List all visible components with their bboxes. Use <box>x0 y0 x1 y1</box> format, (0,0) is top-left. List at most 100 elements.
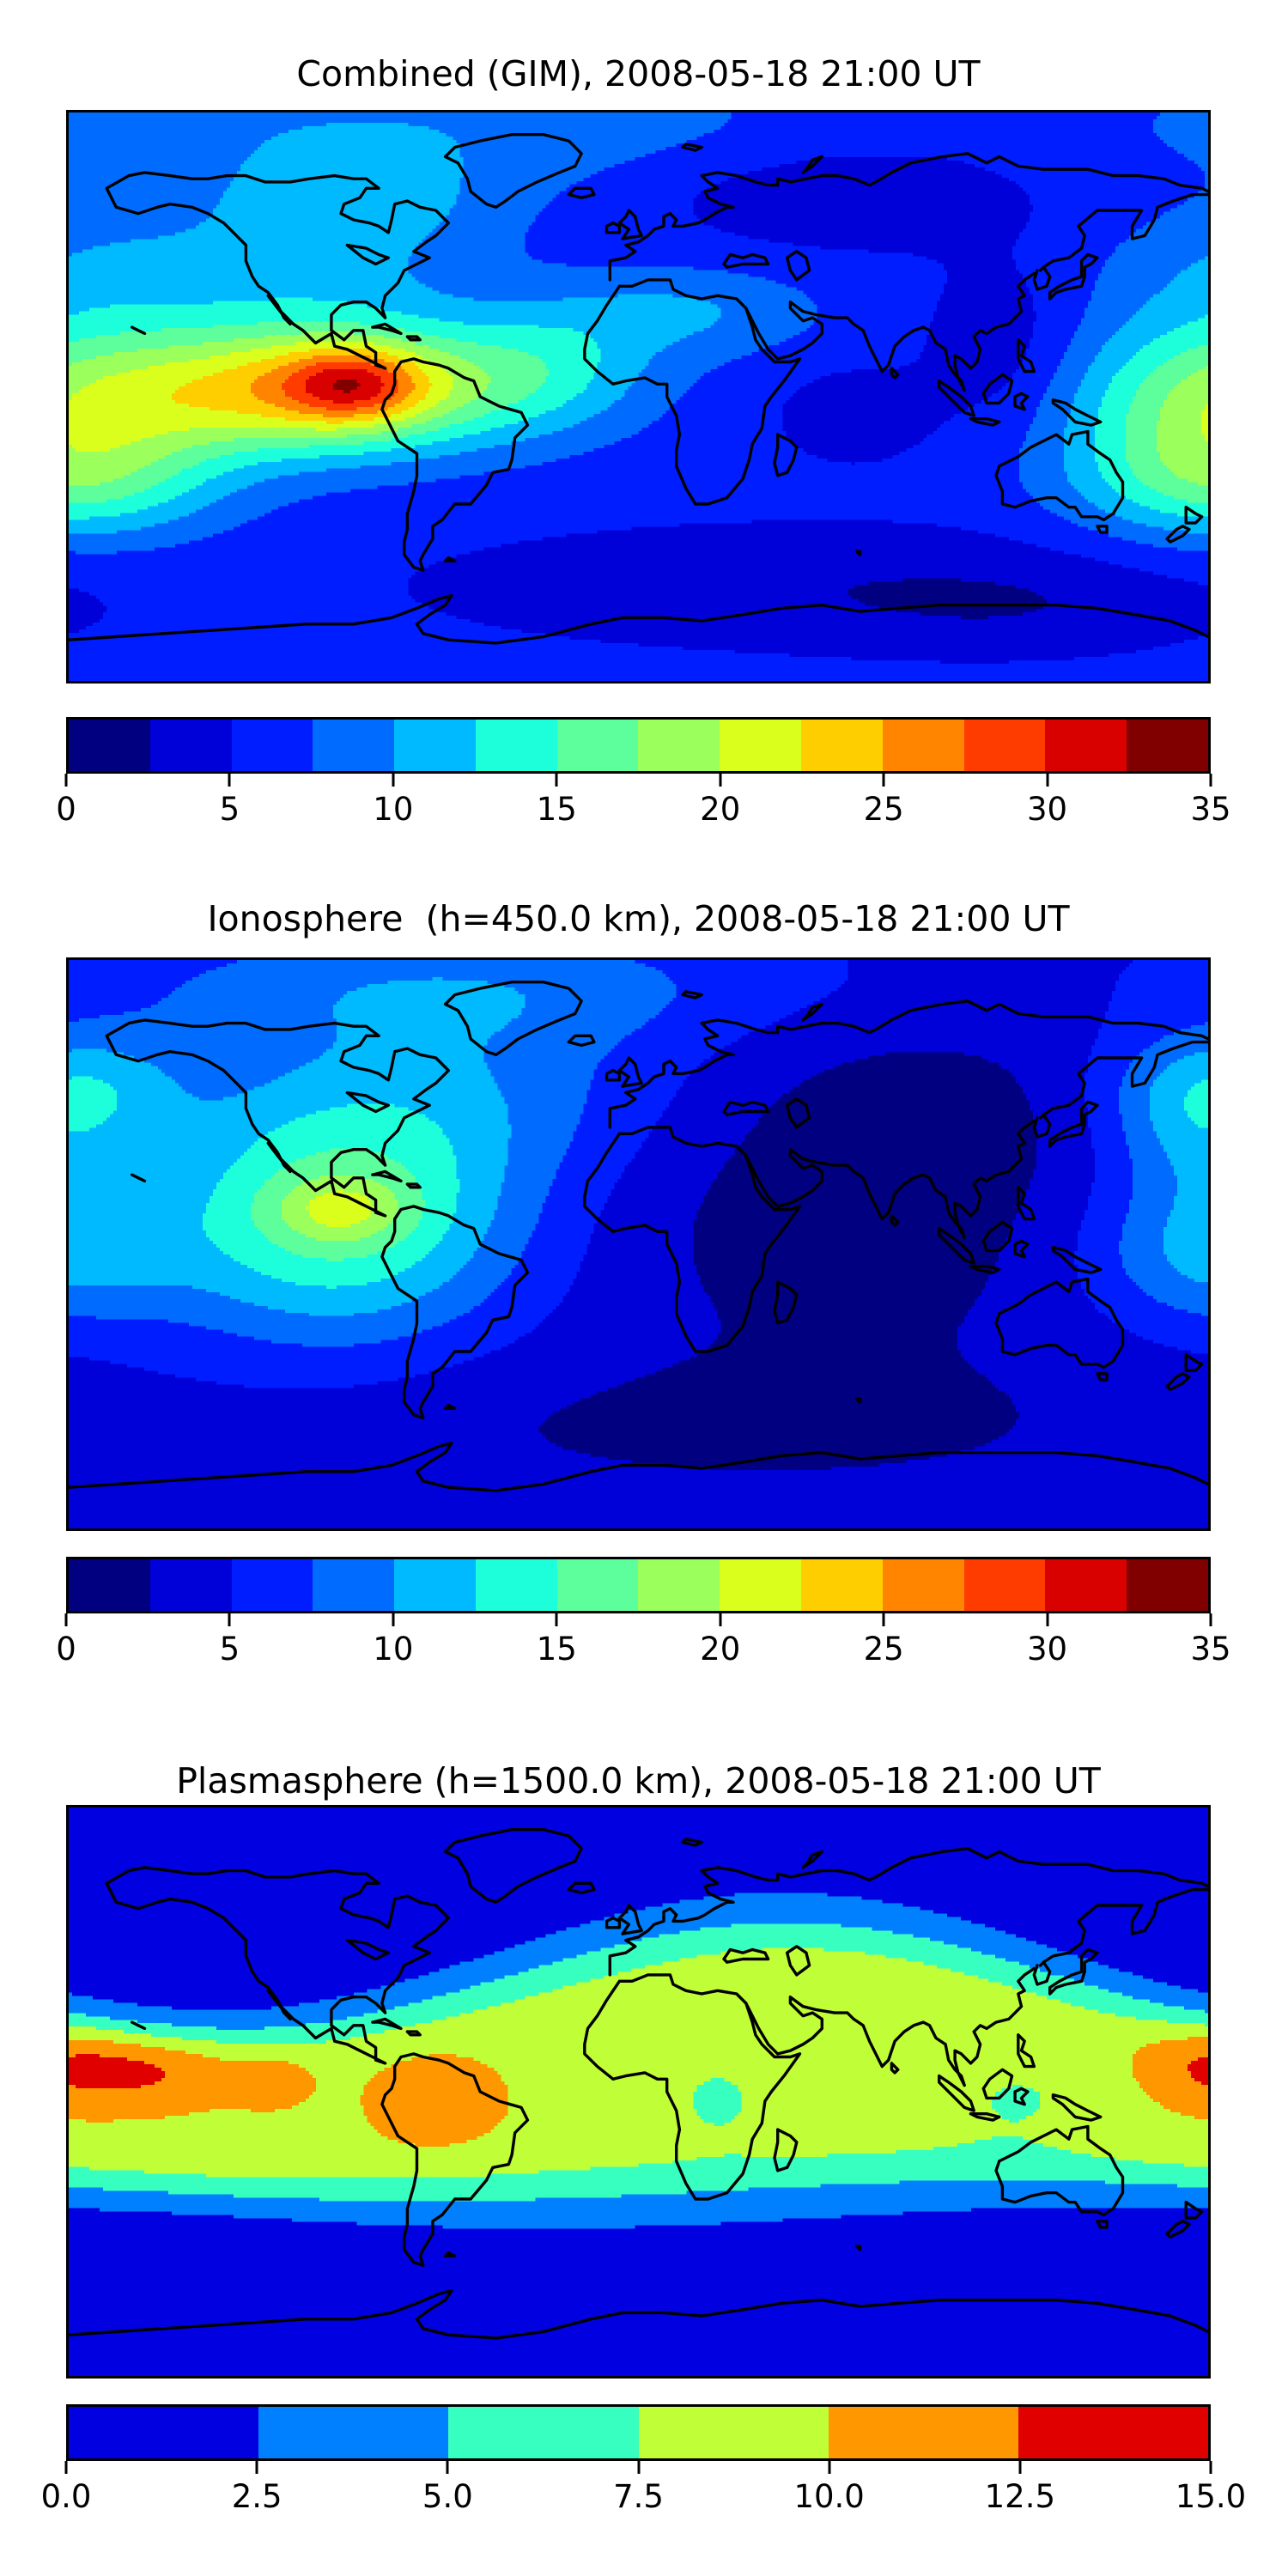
coastline-path <box>994 1277 1125 1370</box>
colorbar-segment <box>638 720 720 771</box>
coastline-path <box>786 1945 811 1977</box>
coastline-path <box>1017 2033 1036 2069</box>
panel-1-colorbar <box>66 717 1211 774</box>
coastline-path <box>567 186 596 200</box>
coastline-path <box>371 2017 403 2031</box>
colorbar-segment <box>1018 2407 1209 2458</box>
colorbar-tick-label: 30 <box>1027 1631 1068 1668</box>
coastline-path <box>801 1002 823 1022</box>
colorbar-segment <box>394 1559 476 1611</box>
colorbar-segment <box>69 2407 259 2458</box>
coastline-path <box>744 1966 1036 2087</box>
coastline-path <box>744 1119 1036 1240</box>
colorbar-segment <box>1045 1559 1127 1611</box>
colorbar-tick-label: 12.5 <box>984 2478 1056 2515</box>
coastline-path <box>405 1182 422 1189</box>
coastline-path <box>608 1847 1208 1977</box>
coastline-path <box>1096 2220 1109 2229</box>
coastline-path <box>443 1403 457 1410</box>
colorbar-segment <box>801 720 883 771</box>
colorbar-tick-mark <box>64 1613 68 1626</box>
coastline-path <box>345 1091 390 1114</box>
panel-3-title: Plasmasphere (h=1500.0 km), 2008-05-18 2… <box>176 1760 1101 1801</box>
coastline-path <box>583 278 802 506</box>
coastline-path <box>773 433 799 477</box>
coastline-path <box>981 1220 1014 1253</box>
coastline-path <box>405 335 422 342</box>
colorbar-tick-mark <box>882 774 885 787</box>
colorbar-segment <box>638 2407 829 2458</box>
coastline-path <box>1038 192 1208 272</box>
coastline-path <box>1184 1353 1204 1372</box>
colorbar-tick-mark <box>719 1613 722 1626</box>
coastline-path <box>981 373 1014 405</box>
colorbar-tick-label: 0 <box>56 791 76 828</box>
coastline-path <box>1032 1113 1052 1139</box>
coastline-path <box>1032 1960 1052 1986</box>
panel-2-title: Ionosphere (h=450.0 km), 2008-05-18 21:0… <box>207 898 1070 939</box>
colorbar-segment <box>963 1559 1046 1611</box>
coastline-path <box>969 417 1001 427</box>
colorbar-tick-label: 0.0 <box>40 2478 92 2515</box>
coastline-path <box>608 152 1208 282</box>
panel-1-colorbar-labels: 0 5 10 15 20 25 30 35 <box>56 791 1230 832</box>
coastline-path <box>130 2020 147 2031</box>
coastline-path <box>605 221 622 234</box>
coastline-path <box>938 1226 975 1265</box>
coastline-path <box>605 1916 622 1929</box>
coastline-path <box>890 2062 900 2075</box>
coastline-path <box>443 2251 457 2257</box>
panel-2-colorbar <box>66 1557 1211 1613</box>
panel-2-map <box>66 957 1211 1531</box>
colorbar-tick-mark <box>555 1613 558 1626</box>
colorbar-tick-mark <box>555 774 558 787</box>
coastline-path <box>1032 265 1052 291</box>
coastline-path <box>1184 2201 1204 2220</box>
coastline-path <box>786 250 811 282</box>
colorbar-tick-label: 35 <box>1190 1631 1231 1668</box>
coastline-path <box>1013 392 1030 411</box>
colorbar-tick-label: 15.0 <box>1175 2478 1247 2515</box>
colorbar-tick-mark <box>882 1613 885 1626</box>
coastline-path <box>722 252 770 269</box>
coastline-path <box>773 2128 799 2172</box>
colorbar-segment <box>231 1559 313 1611</box>
coastline-path <box>443 1828 583 1905</box>
coastline-path <box>617 1904 643 1935</box>
colorbar-segment <box>720 1559 802 1611</box>
colorbar-tick-label: 20 <box>700 1631 741 1668</box>
coastline-path <box>890 367 900 380</box>
coastline-path <box>722 1100 770 1116</box>
colorbar-segment <box>720 720 802 771</box>
colorbar-tick-label: 5 <box>219 1631 240 1668</box>
colorbar-segment <box>556 720 639 771</box>
coastline-path <box>801 155 823 174</box>
coastline-path <box>1096 525 1109 534</box>
colorbar-tick-mark <box>1209 2461 1212 2474</box>
panel-1-colorbar-ticks <box>64 774 1212 787</box>
coastline-path <box>1038 1040 1208 1120</box>
coastline-path <box>617 209 643 240</box>
coastline-path <box>567 1881 596 1895</box>
coastline-path <box>938 2074 975 2112</box>
colorbar-segment <box>394 720 476 771</box>
panel-3-colorbar <box>66 2404 1211 2461</box>
coastline-path <box>130 1173 147 1183</box>
coastline-path <box>1048 252 1099 301</box>
colorbar-segment <box>448 2407 639 2458</box>
coastline-path <box>443 981 583 1057</box>
coastline-path <box>890 1214 900 1227</box>
panel-1-map <box>66 110 1211 683</box>
colorbar-segment <box>556 1559 639 1611</box>
colorbar-tick-mark <box>255 2461 258 2474</box>
colorbar-tick-label: 10.0 <box>793 2478 865 2515</box>
colorbar-segment <box>882 720 964 771</box>
coastline-path <box>855 550 862 556</box>
coastline-path <box>605 1068 622 1082</box>
coastline-path <box>1096 1372 1109 1382</box>
colorbar-segment <box>475 1559 557 1611</box>
coastline-path <box>130 325 147 336</box>
coastline-path <box>105 171 450 370</box>
colorbar-segment <box>1045 720 1127 771</box>
